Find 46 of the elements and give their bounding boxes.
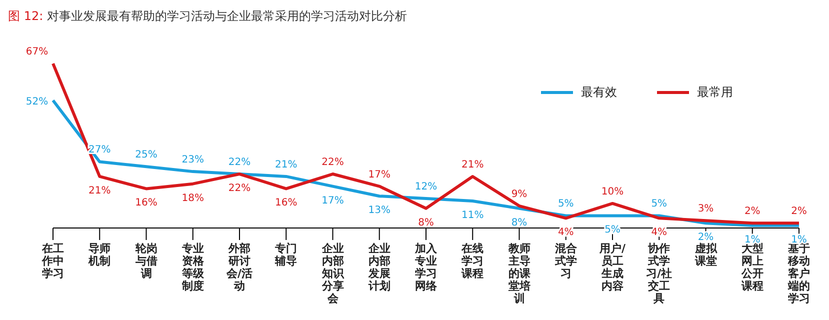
- x-tick-label: 企业内部知识分享会: [320, 242, 345, 305]
- data-label: 2%: [744, 206, 760, 218]
- data-label: 5%: [651, 198, 668, 210]
- x-tick-label: 用户/员工生成内容: [598, 242, 626, 292]
- data-label: 22%: [228, 183, 251, 194]
- data-label: 22%: [228, 157, 251, 168]
- data-label: 13%: [368, 205, 390, 216]
- data-label: 17%: [322, 195, 344, 206]
- data-label: 9%: [511, 188, 528, 200]
- data-label: 11%: [462, 210, 484, 222]
- data-label: 3%: [698, 204, 714, 215]
- x-tick-label: 教师主导的课堂培训: [507, 242, 530, 305]
- x-tick-label: 虚拟课堂: [694, 242, 718, 268]
- x-tick-label: 导师机制: [88, 242, 111, 268]
- data-label: 52%: [26, 96, 48, 108]
- x-tick-label: 混合式学习: [554, 242, 578, 280]
- data-label: 25%: [135, 150, 158, 161]
- legend-label: 最有效: [580, 84, 617, 101]
- data-label: 17%: [368, 169, 390, 180]
- data-label: 67%: [26, 46, 48, 58]
- data-label: 5%: [558, 198, 574, 210]
- data-label: 21%: [275, 159, 298, 170]
- x-tick-label: 加入专业学习网络: [414, 242, 438, 292]
- x-tick-label: 基于移动客户端的学习: [787, 242, 810, 305]
- data-label: 21%: [88, 185, 111, 196]
- data-label: 18%: [182, 192, 204, 204]
- x-tick-label: 外部研讨会/活动: [225, 242, 253, 292]
- data-label: 21%: [462, 159, 484, 170]
- data-label: 8%: [511, 217, 528, 228]
- data-label: 22%: [322, 157, 344, 168]
- data-label: 8%: [418, 217, 434, 228]
- x-tick-label: 专门辅导: [274, 242, 298, 268]
- legend-label: 最常用: [696, 84, 733, 101]
- data-label: 10%: [601, 186, 624, 198]
- x-tick-label: 轮岗与借调: [134, 242, 158, 280]
- x-tick-label: 专业资格等级制度: [180, 242, 205, 292]
- data-label: 12%: [414, 182, 438, 193]
- x-tick-label: 在线学习课程: [460, 242, 484, 280]
- data-label: 16%: [135, 198, 158, 209]
- data-label: 16%: [275, 198, 298, 209]
- data-label: 23%: [182, 154, 204, 166]
- x-tick-label: 企业内部发展计划: [367, 242, 390, 292]
- data-label: 2%: [791, 206, 807, 218]
- x-tick-label: 协作式学习/社交工具: [646, 242, 672, 305]
- x-tick-label: 在工作中学习: [41, 242, 64, 280]
- chart-title: 图 12: 对事业发展最有帮助的学习活动与企业最常采用的学习活动对比分析: [8, 9, 407, 23]
